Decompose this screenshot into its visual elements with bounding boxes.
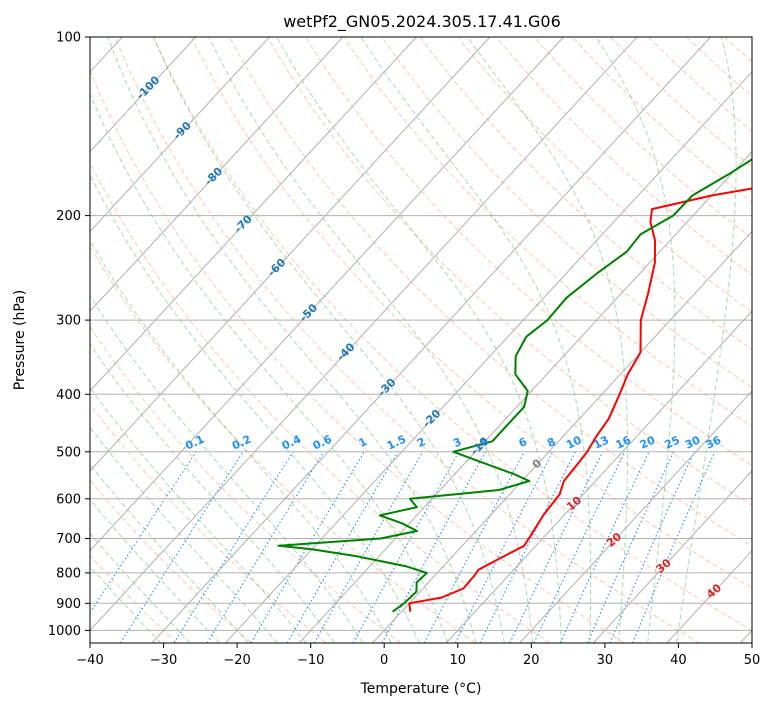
dry-adiabat bbox=[90, 326, 402, 643]
isotherm-line bbox=[90, 37, 417, 392]
dry-adiabat bbox=[90, 161, 551, 643]
isotherm-line bbox=[90, 37, 564, 552]
chart-title: wetPf2_GN05.2024.305.17.41.G06 bbox=[283, 12, 561, 32]
isotherm-line bbox=[90, 37, 270, 233]
y-tick-label: 700 bbox=[56, 532, 81, 547]
isotherm-line bbox=[90, 37, 197, 153]
dewpoint-profile-line bbox=[277, 158, 752, 613]
mixing-ratio-label: 30 bbox=[683, 433, 703, 451]
y-tick-label: 900 bbox=[56, 597, 81, 612]
mixing-ratio-line bbox=[381, 451, 486, 643]
dry-adiabat bbox=[229, 37, 752, 547]
y-tick-label: 800 bbox=[56, 566, 81, 581]
axis-ticks: −40 −30 −20 −10 0 10 20 30 40 50 100 200 300 400 500 60… bbox=[48, 31, 760, 669]
y-tick-label: 100 bbox=[56, 31, 81, 46]
dry-adiabat bbox=[90, 554, 178, 643]
isotherm-line bbox=[298, 150, 752, 643]
plot-frame bbox=[89, 36, 753, 644]
moist-adiabat bbox=[595, 37, 676, 643]
x-tick-label: −10 bbox=[297, 653, 324, 668]
dry-adiabat bbox=[90, 69, 625, 643]
series-layer bbox=[277, 158, 752, 613]
dry-adiabat bbox=[457, 37, 752, 313]
mixing-ratio-line bbox=[119, 451, 244, 643]
y-tick-label: 300 bbox=[56, 314, 81, 329]
moist-adiabat bbox=[107, 37, 477, 643]
y-tick-label: 600 bbox=[56, 492, 81, 507]
x-tick-label: 10 bbox=[450, 653, 467, 668]
moist-adiabat bbox=[360, 37, 592, 643]
moist-adiabat bbox=[276, 37, 562, 643]
x-axis-label: Temperature (°C) bbox=[360, 681, 482, 697]
mixing-ratio-line bbox=[609, 451, 695, 643]
dry-adiabat bbox=[343, 37, 752, 427]
mixing-ratio-label: 20 bbox=[638, 433, 658, 451]
mixing-ratio-label: 10 bbox=[564, 433, 584, 451]
mixing-ratio-line bbox=[479, 451, 576, 643]
moist-adiabat bbox=[90, 239, 392, 643]
y-tick-label: 400 bbox=[56, 388, 81, 403]
dry-adiabat bbox=[267, 37, 752, 507]
isotherm-line bbox=[519, 390, 752, 643]
isotherm-line bbox=[90, 37, 344, 312]
moist-adiabat bbox=[90, 565, 162, 643]
y-tick-label: 500 bbox=[56, 445, 81, 460]
mixing-ratio-line bbox=[206, 451, 325, 643]
moist-adiabat bbox=[90, 173, 420, 643]
mixing-ratio-line bbox=[90, 451, 197, 614]
mixing-ratio-label: 16 bbox=[614, 433, 634, 451]
isotherm-line bbox=[372, 230, 752, 643]
y-tick-label: 200 bbox=[56, 209, 81, 224]
isotherm-line bbox=[151, 37, 711, 643]
y-axis-label: Pressure (hPa) bbox=[12, 290, 28, 390]
dry-adiabat bbox=[763, 37, 775, 643]
x-tick-label: 30 bbox=[597, 653, 614, 668]
dry-adiabat bbox=[419, 37, 752, 351]
mixing-ratio-label: 13 bbox=[592, 434, 611, 452]
dry-adiabat bbox=[152, 37, 752, 631]
isotherm-line bbox=[90, 37, 491, 472]
dry-adiabat bbox=[90, 245, 476, 643]
moist-adiabat bbox=[90, 532, 191, 643]
isotherm-line bbox=[592, 470, 752, 643]
mixing-ratio-line bbox=[586, 451, 675, 643]
moist-adiabat bbox=[90, 92, 449, 643]
background-lines bbox=[90, 37, 775, 643]
dry-adiabat bbox=[190, 37, 752, 589]
mixing-ratio-line bbox=[509, 451, 604, 643]
x-tick-label: 0 bbox=[380, 653, 388, 668]
dry-adiabat bbox=[90, 479, 253, 643]
x-tick-label: −30 bbox=[150, 653, 177, 668]
plot-area bbox=[90, 37, 752, 643]
moist-adiabat bbox=[90, 463, 249, 643]
moist-adiabat bbox=[676, 37, 737, 643]
moist-adiabat bbox=[208, 37, 534, 643]
dry-adiabat bbox=[114, 37, 700, 643]
x-tick-label: 40 bbox=[670, 653, 687, 668]
x-tick-label: 20 bbox=[523, 653, 540, 668]
moist-adiabat bbox=[90, 498, 220, 643]
isotherm-line bbox=[445, 310, 752, 643]
y-tick-label: 1000 bbox=[48, 624, 81, 639]
x-tick-label: 50 bbox=[744, 653, 761, 668]
moist-adiabat bbox=[153, 37, 505, 643]
mixing-ratio-label: 25 bbox=[663, 434, 682, 452]
x-tick-label: −40 bbox=[76, 653, 103, 668]
mixing-ratio-label: 36 bbox=[704, 433, 724, 451]
temperature-profile-line bbox=[408, 187, 752, 612]
moist-adiabat bbox=[90, 294, 364, 643]
moist-adiabat bbox=[90, 343, 335, 643]
x-tick-label: −20 bbox=[223, 653, 250, 668]
isotherm-line bbox=[90, 37, 638, 632]
moist-adiabat bbox=[467, 37, 628, 643]
